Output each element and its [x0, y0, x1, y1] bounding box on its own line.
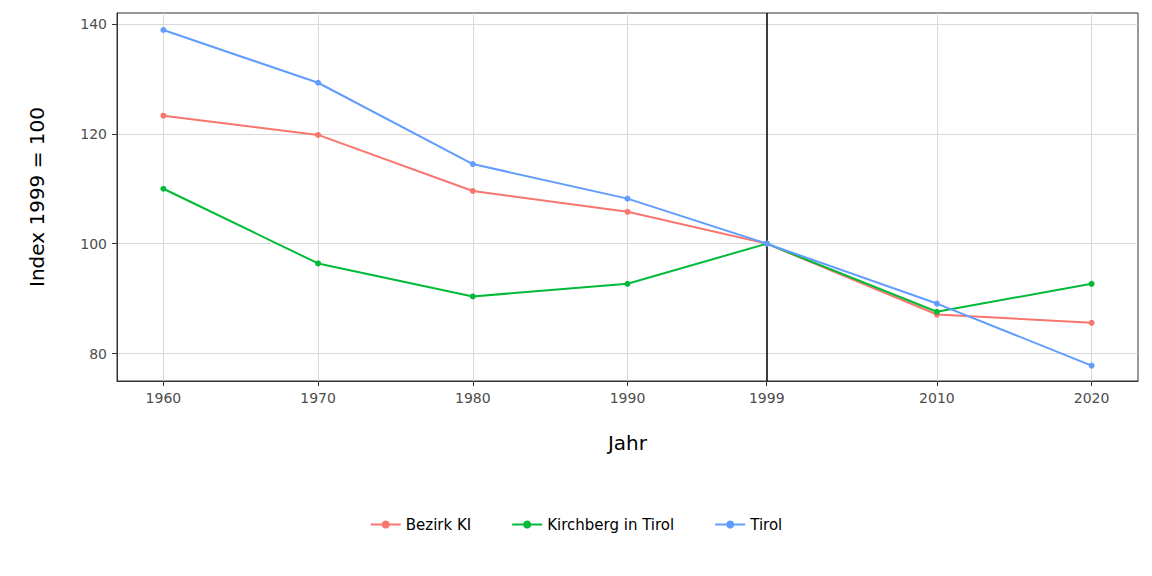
svg-text:Bezirk KI: Bezirk KI: [406, 516, 471, 534]
svg-text:2020: 2020: [1074, 390, 1110, 406]
svg-text:Tirol: Tirol: [749, 516, 782, 534]
svg-text:Kirchberg in Tirol: Kirchberg in Tirol: [547, 516, 674, 534]
svg-text:Jahr: Jahr: [606, 431, 648, 455]
svg-text:80: 80: [89, 346, 107, 362]
svg-text:140: 140: [80, 16, 107, 32]
svg-text:2010: 2010: [919, 390, 955, 406]
svg-text:100: 100: [80, 236, 107, 252]
svg-text:120: 120: [80, 126, 107, 142]
svg-text:1990: 1990: [610, 390, 646, 406]
svg-text:1980: 1980: [455, 390, 491, 406]
svg-text:1999: 1999: [749, 390, 785, 406]
svg-text:Index 1999 = 100: Index 1999 = 100: [25, 107, 49, 287]
svg-text:1960: 1960: [146, 390, 182, 406]
svg-text:1970: 1970: [300, 390, 336, 406]
